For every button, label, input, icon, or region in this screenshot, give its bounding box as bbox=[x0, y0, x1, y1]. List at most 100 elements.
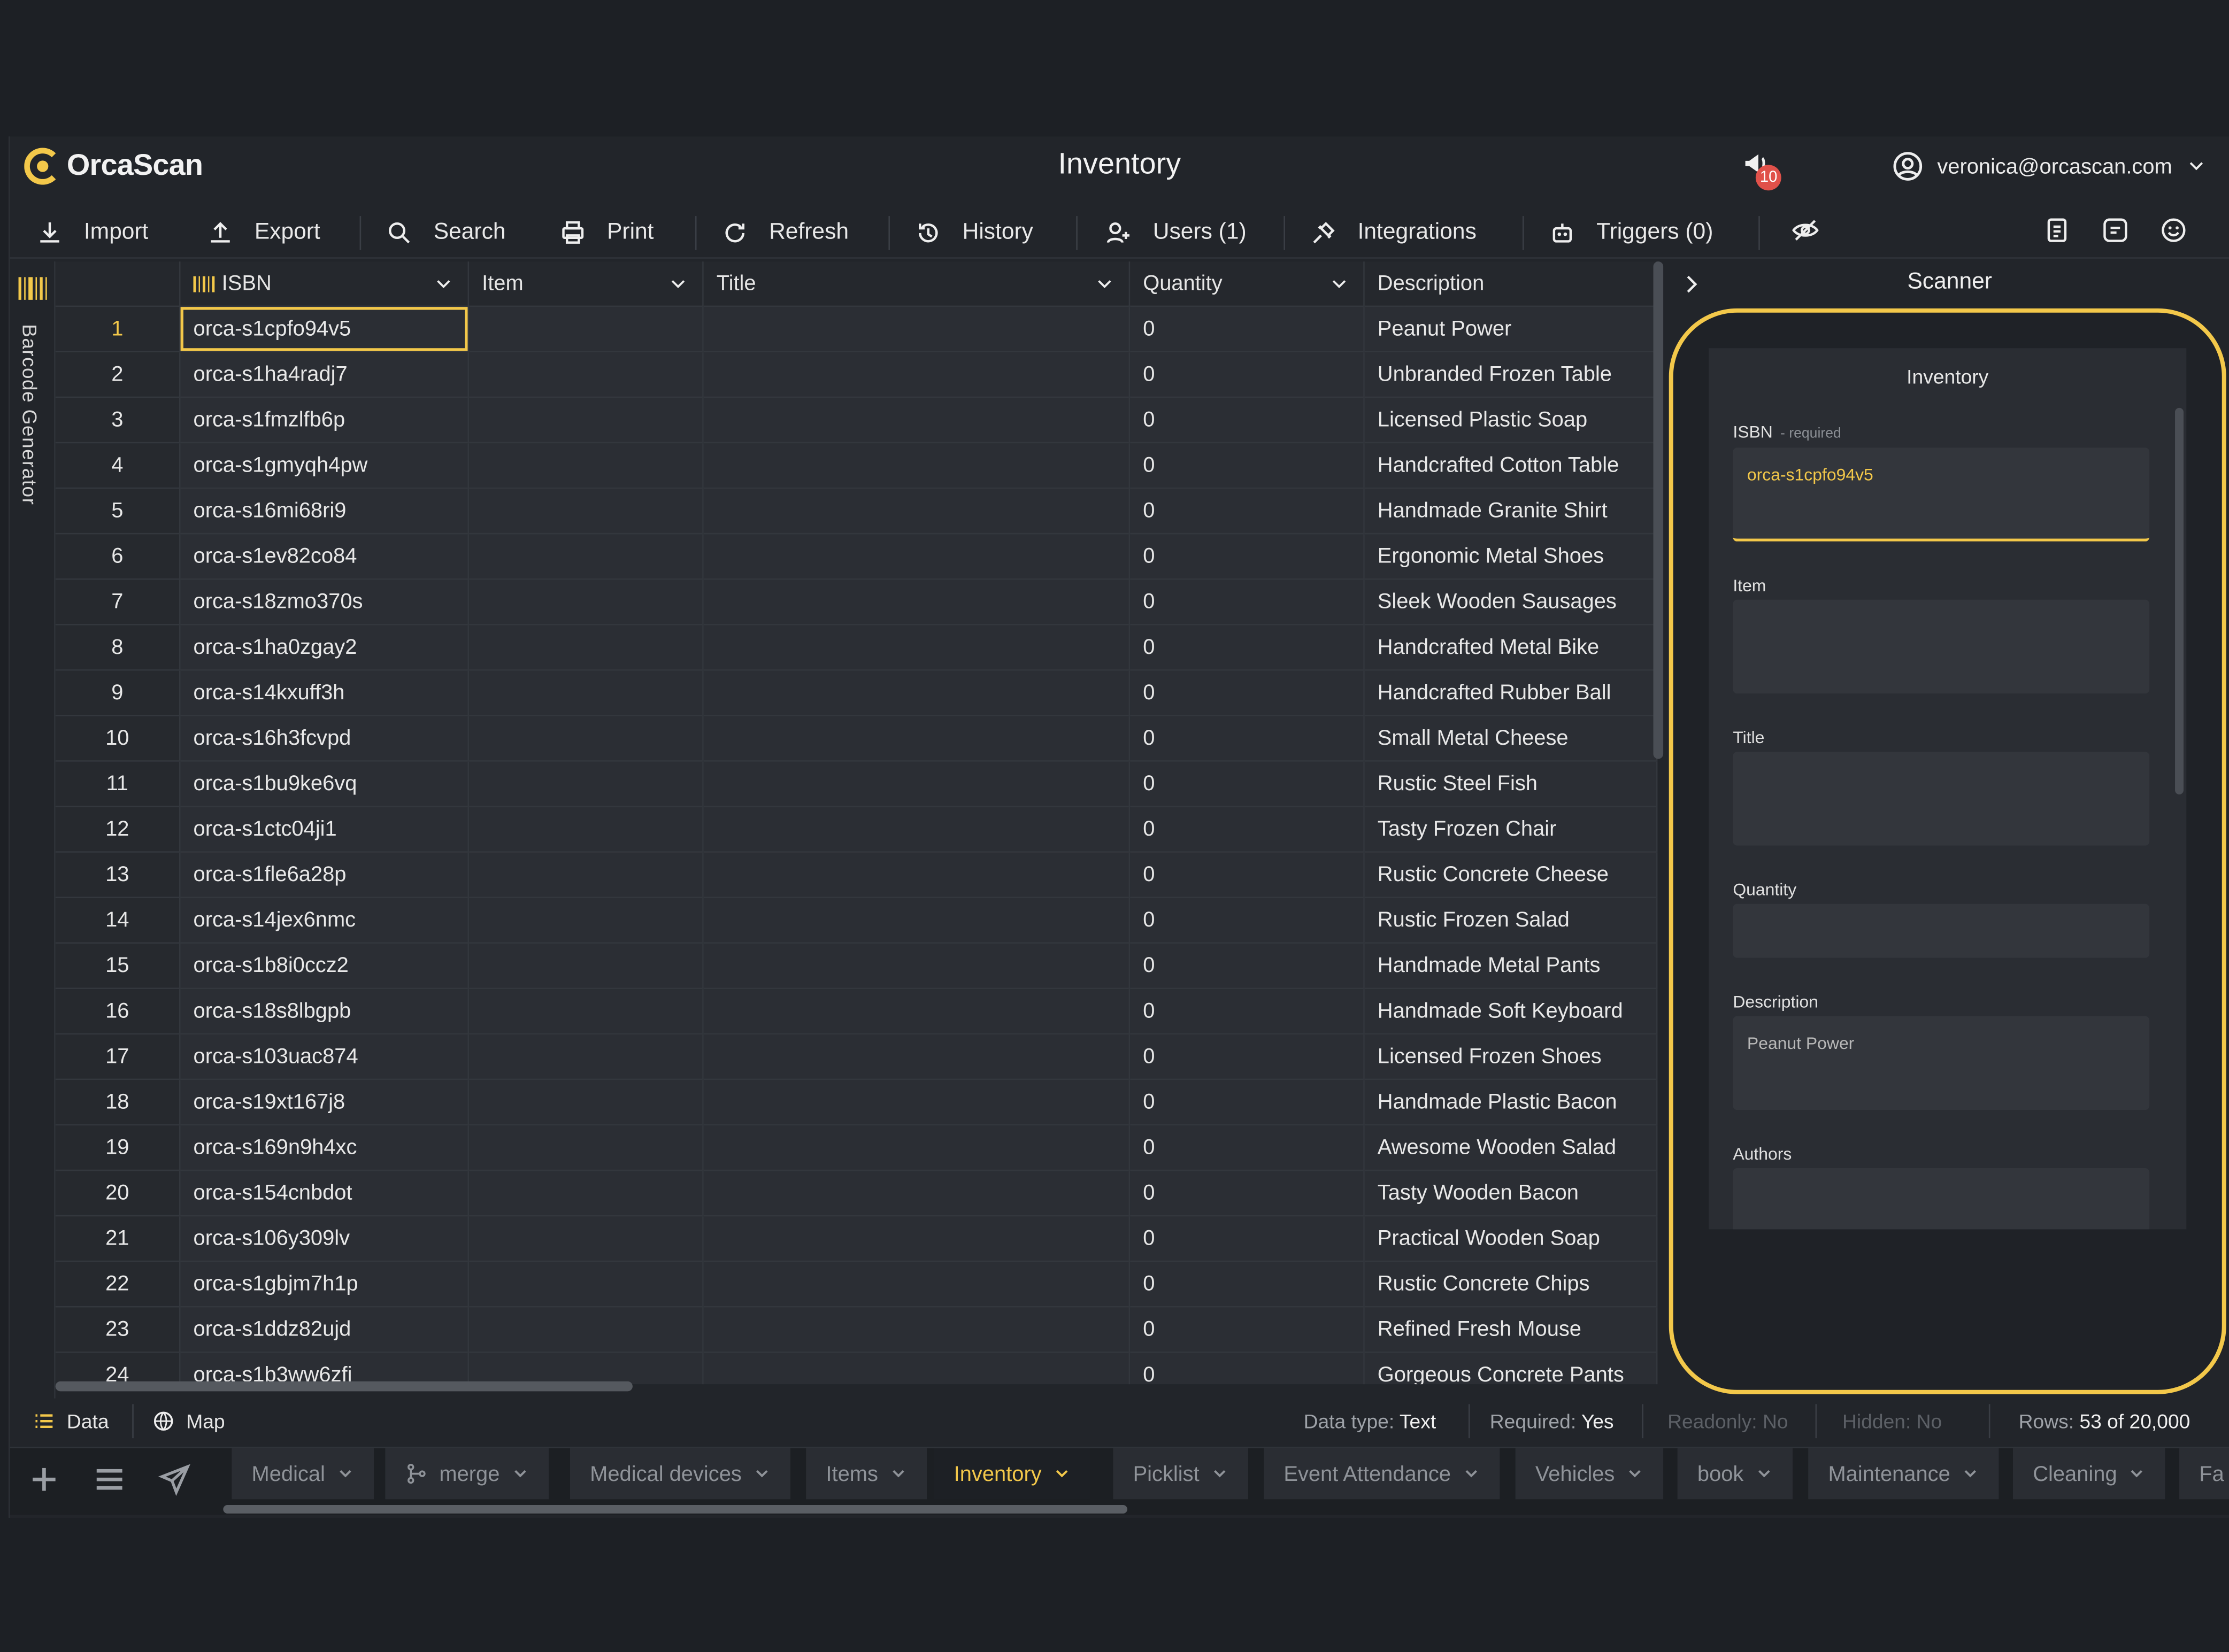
item-cell[interactable] bbox=[469, 989, 704, 1035]
barcode-generator-rail[interactable]: Barcode Generator bbox=[10, 261, 56, 1399]
user-menu[interactable]: veronica@orcascan.com bbox=[1892, 151, 2206, 182]
table-row[interactable]: 22 orca-s1gbjm7h1p 0 Rustic Concrete Chips bbox=[55, 1262, 1658, 1308]
sheet-tab[interactable]: Fa bbox=[2179, 1448, 2229, 1500]
description-cell[interactable]: Awesome Wooden Salad bbox=[1364, 1125, 1658, 1171]
row-number-cell[interactable]: 7 bbox=[55, 580, 181, 626]
item-cell[interactable] bbox=[469, 852, 704, 898]
row-number-cell[interactable]: 1 bbox=[55, 307, 181, 353]
row-number-cell[interactable]: 22 bbox=[55, 1262, 181, 1308]
import-button[interactable]: Import bbox=[35, 213, 148, 253]
chevron-down-icon[interactable] bbox=[1329, 274, 1349, 294]
quantity-cell[interactable]: 0 bbox=[1130, 1171, 1365, 1217]
title-cell[interactable] bbox=[703, 1171, 1131, 1217]
add-sheet-button[interactable] bbox=[27, 1462, 62, 1496]
isbn-cell[interactable]: orca-s18s8lbgpb bbox=[180, 989, 470, 1035]
row-number-cell[interactable]: 23 bbox=[55, 1307, 181, 1353]
quantity-cell[interactable]: 0 bbox=[1130, 1080, 1365, 1126]
table-row[interactable]: 24 orca-s1b3ww6zfi 0 Gorgeous Concrete Pant… bbox=[55, 1353, 1658, 1385]
description-cell[interactable]: Sleek Wooden Sausages bbox=[1364, 580, 1658, 626]
quantity-cell[interactable]: 0 bbox=[1130, 944, 1365, 990]
sheet-tab[interactable]: Event Attendance bbox=[1264, 1448, 1500, 1500]
item-cell[interactable] bbox=[469, 1125, 704, 1171]
description-cell[interactable]: Licensed Frozen Shoes bbox=[1364, 1035, 1658, 1080]
row-number-cell[interactable]: 16 bbox=[55, 989, 181, 1035]
item-cell[interactable] bbox=[469, 807, 704, 853]
quantity-cell[interactable]: 0 bbox=[1130, 989, 1365, 1035]
isbn-cell[interactable]: orca-s154cnbdot bbox=[180, 1171, 470, 1217]
description-cell[interactable]: Handcrafted Rubber Ball bbox=[1364, 670, 1658, 716]
row-number-cell[interactable]: 13 bbox=[55, 852, 181, 898]
notes-button[interactable] bbox=[2101, 216, 2132, 247]
title-cell[interactable] bbox=[703, 1125, 1131, 1171]
isbn-cell[interactable]: orca-s1gbjm7h1p bbox=[180, 1262, 470, 1308]
table-row[interactable]: 18 orca-s19xt167j8 0 Handmade Plastic Bacon bbox=[55, 1080, 1658, 1126]
item-cell[interactable] bbox=[469, 307, 704, 353]
description-cell[interactable]: Rustic Concrete Chips bbox=[1364, 1262, 1658, 1308]
isbn-cell[interactable]: orca-s1cpfo94v5 bbox=[180, 307, 470, 353]
quantity-cell[interactable]: 0 bbox=[1130, 534, 1365, 580]
isbn-cell[interactable]: orca-s16h3fcvpd bbox=[180, 716, 470, 762]
description-cell[interactable]: Refined Fresh Mouse bbox=[1364, 1307, 1658, 1353]
quantity-cell[interactable]: 0 bbox=[1130, 443, 1365, 489]
description-cell[interactable]: Ergonomic Metal Shoes bbox=[1364, 534, 1658, 580]
title-cell[interactable] bbox=[703, 1307, 1131, 1353]
title-cell[interactable] bbox=[703, 761, 1131, 807]
table-row[interactable]: 17 orca-s103uac874 0 Licensed Frozen Shoes bbox=[55, 1035, 1658, 1080]
description-cell[interactable]: Gorgeous Concrete Pants bbox=[1364, 1353, 1658, 1385]
row-number-cell[interactable]: 3 bbox=[55, 398, 181, 444]
quantity-cell[interactable]: 0 bbox=[1130, 1353, 1365, 1385]
table-row[interactable]: 16 orca-s18s8lbgpb 0 Handmade Soft Keyboard bbox=[55, 989, 1658, 1035]
row-number-cell[interactable]: 2 bbox=[55, 352, 181, 398]
phone-scrollbar[interactable] bbox=[2175, 407, 2184, 794]
export-button[interactable]: Export bbox=[206, 213, 320, 253]
chevron-right-icon[interactable] bbox=[1680, 273, 1703, 296]
title-cell[interactable] bbox=[703, 489, 1131, 535]
sheet-tab[interactable]: Medical bbox=[232, 1448, 374, 1500]
table-row[interactable]: 2 orca-s1ha4radj7 0 Unbranded Frozen Table bbox=[55, 352, 1658, 398]
table-row[interactable]: 13 orca-s1fle6a28p 0 Rustic Concrete Cheese bbox=[55, 852, 1658, 898]
isbn-cell[interactable]: orca-s1gmyqh4pw bbox=[180, 443, 470, 489]
sheet-tab[interactable]: Vehicles bbox=[1515, 1448, 1663, 1500]
sheet-tab[interactable]: Cleaning bbox=[2013, 1448, 2166, 1500]
row-number-cell[interactable]: 10 bbox=[55, 716, 181, 762]
row-number-cell[interactable]: 11 bbox=[55, 761, 181, 807]
isbn-cell[interactable]: orca-s169n9h4xc bbox=[180, 1125, 470, 1171]
item-cell[interactable] bbox=[469, 1171, 704, 1217]
quantity-cell[interactable]: 0 bbox=[1130, 489, 1365, 535]
isbn-cell[interactable]: orca-s19xt167j8 bbox=[180, 1080, 470, 1126]
description-cell[interactable]: Handmade Metal Pants bbox=[1364, 944, 1658, 990]
row-number-cell[interactable]: 20 bbox=[55, 1171, 181, 1217]
row-number-cell[interactable]: 14 bbox=[55, 898, 181, 944]
row-number-cell[interactable]: 4 bbox=[55, 443, 181, 489]
quantity-cell[interactable]: 0 bbox=[1130, 716, 1365, 762]
quantity-cell[interactable]: 0 bbox=[1130, 807, 1365, 853]
description-cell[interactable]: Rustic Steel Fish bbox=[1364, 761, 1658, 807]
table-row[interactable]: 8 orca-s1ha0zgay2 0 Handcrafted Metal Bike bbox=[55, 625, 1658, 671]
title-cell[interactable] bbox=[703, 580, 1131, 626]
tabs-scrollbar[interactable] bbox=[223, 1505, 1127, 1514]
item-cell[interactable] bbox=[469, 1262, 704, 1308]
title-cell[interactable] bbox=[703, 352, 1131, 398]
item-cell[interactable] bbox=[469, 625, 704, 671]
item-cell[interactable] bbox=[469, 761, 704, 807]
table-row[interactable]: 6 orca-s1ev82co84 0 Ergonomic Metal Shoes bbox=[55, 534, 1658, 580]
sheet-tab[interactable]: Items bbox=[806, 1448, 927, 1500]
quantity-cell[interactable]: 0 bbox=[1130, 670, 1365, 716]
description-cell[interactable]: Tasty Wooden Bacon bbox=[1364, 1171, 1658, 1217]
table-row[interactable]: 9 orca-s14kxuff3h 0 Handcrafted Rubber Ball bbox=[55, 670, 1658, 716]
row-number-cell[interactable]: 17 bbox=[55, 1035, 181, 1080]
sheet-tab[interactable]: Maintenance bbox=[1808, 1448, 1999, 1500]
isbn-cell[interactable]: orca-s14jex6nmc bbox=[180, 898, 470, 944]
item-cell[interactable] bbox=[469, 716, 704, 762]
refresh-button[interactable]: Refresh bbox=[721, 213, 849, 253]
isbn-cell[interactable]: orca-s1b8i0ccz2 bbox=[180, 944, 470, 990]
table-row[interactable]: 12 orca-s1ctc04ji1 0 Tasty Frozen Chair bbox=[55, 807, 1658, 853]
item-cell[interactable] bbox=[469, 443, 704, 489]
grid-horizontal-scrollbar[interactable] bbox=[55, 1381, 633, 1392]
title-cell[interactable] bbox=[703, 1216, 1131, 1262]
table-row[interactable]: 15 orca-s1b8i0ccz2 0 Handmade Metal Pants bbox=[55, 944, 1658, 990]
title-cell[interactable] bbox=[703, 1262, 1131, 1308]
title-cell[interactable] bbox=[703, 989, 1131, 1035]
isbn-cell[interactable]: orca-s14kxuff3h bbox=[180, 670, 470, 716]
item-cell[interactable] bbox=[469, 398, 704, 444]
